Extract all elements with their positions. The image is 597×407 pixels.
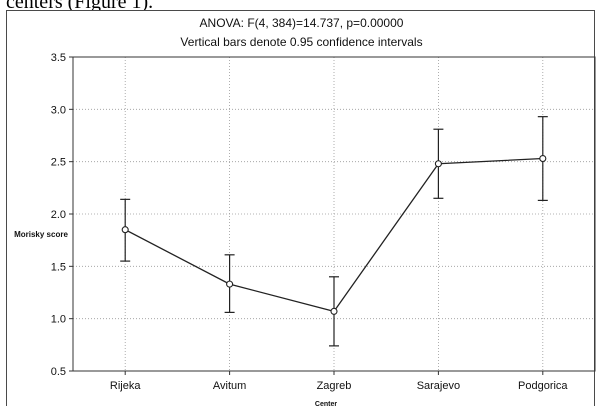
x-tick-label: Avitum: [213, 380, 246, 392]
labels: ANOVA: F(4, 384)=14.737, p=0.00000 Vertic…: [14, 16, 422, 407]
x-tick-label: Podgorica: [518, 380, 568, 392]
error-bars: [120, 116, 548, 347]
axes: 0.5 1.0 1.5 2.0 2.5 3.0 3.5 Rijeka Avitum Zagreb S…: [51, 52, 596, 392]
data-point-4: [539, 154, 547, 163]
data-point-3: [434, 160, 442, 168]
y-tick-label: 0.5: [51, 366, 66, 378]
x-axis-label: Center: [315, 401, 337, 407]
chart-frame: 0.5 1.0 1.5 2.0 2.5 3.0 3.5 Rijeka Avitum Zagreb S…: [6, 10, 596, 407]
x-tick-label: Zagreb: [317, 380, 352, 392]
chart-title: ANOVA: F(4, 384)=14.737, p=0.00000: [200, 16, 404, 30]
y-tick-label: 1.0: [51, 314, 66, 326]
data-point-2: [330, 307, 338, 315]
y-tick-label: 3.5: [51, 52, 66, 64]
series-line-group: [121, 154, 547, 315]
y-tick-label: 3.0: [51, 104, 66, 116]
data-point-0: [121, 226, 129, 234]
y-tick-label: 2.0: [51, 209, 66, 221]
y-tick-label: 1.5: [51, 261, 66, 273]
chart-svg: 0.5 1.0 1.5 2.0 2.5 3.0 3.5 Rijeka Avitum Zagreb S…: [14, 16, 596, 407]
x-tick-label: Rijeka: [110, 380, 141, 392]
y-axis-label: Morisky score: [14, 230, 68, 239]
data-point-1: [226, 280, 234, 288]
y-tick-label: 2.5: [51, 157, 66, 169]
x-tick-label: Sarajevo: [417, 380, 460, 392]
chart-subtitle: Vertical bars denote 0.95 confidence int…: [180, 35, 422, 49]
caption-fragment: centers (Figure 1).: [6, 0, 154, 13]
